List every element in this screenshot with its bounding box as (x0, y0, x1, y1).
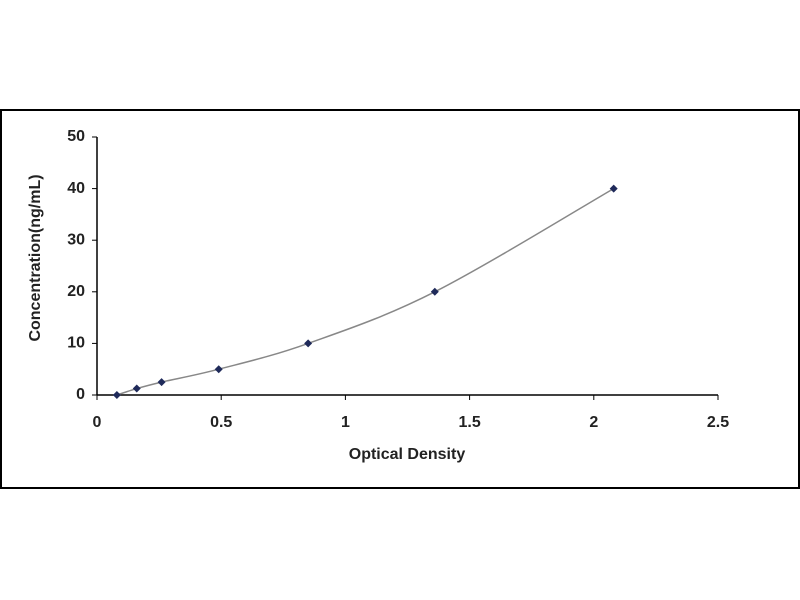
data-point (112, 391, 121, 399)
data-point (132, 384, 141, 393)
data-point (214, 365, 223, 374)
data-point (430, 287, 439, 296)
y-tick-label: 50 (67, 128, 85, 145)
y-tick-label: 30 (67, 231, 85, 248)
data-point (157, 378, 166, 387)
x-tick-label: 0 (93, 414, 102, 431)
y-axis-label: Concentration(ng/mL) (27, 174, 44, 341)
y-tick-label: 0 (76, 386, 85, 403)
y-tick-label: 20 (67, 283, 85, 300)
x-tick-label: 0.5 (210, 414, 232, 431)
x-tick-label: 2.5 (707, 414, 729, 431)
data-point (304, 339, 313, 348)
chart-frame (0, 109, 800, 489)
y-tick-label: 40 (67, 180, 85, 197)
x-tick-label: 1.5 (458, 414, 480, 431)
y-tick-label: 10 (67, 335, 85, 352)
x-axis-label: Optical Density (349, 446, 466, 463)
x-tick-label: 2 (589, 414, 598, 431)
data-point (609, 184, 618, 193)
x-tick-label: 1 (341, 414, 350, 431)
